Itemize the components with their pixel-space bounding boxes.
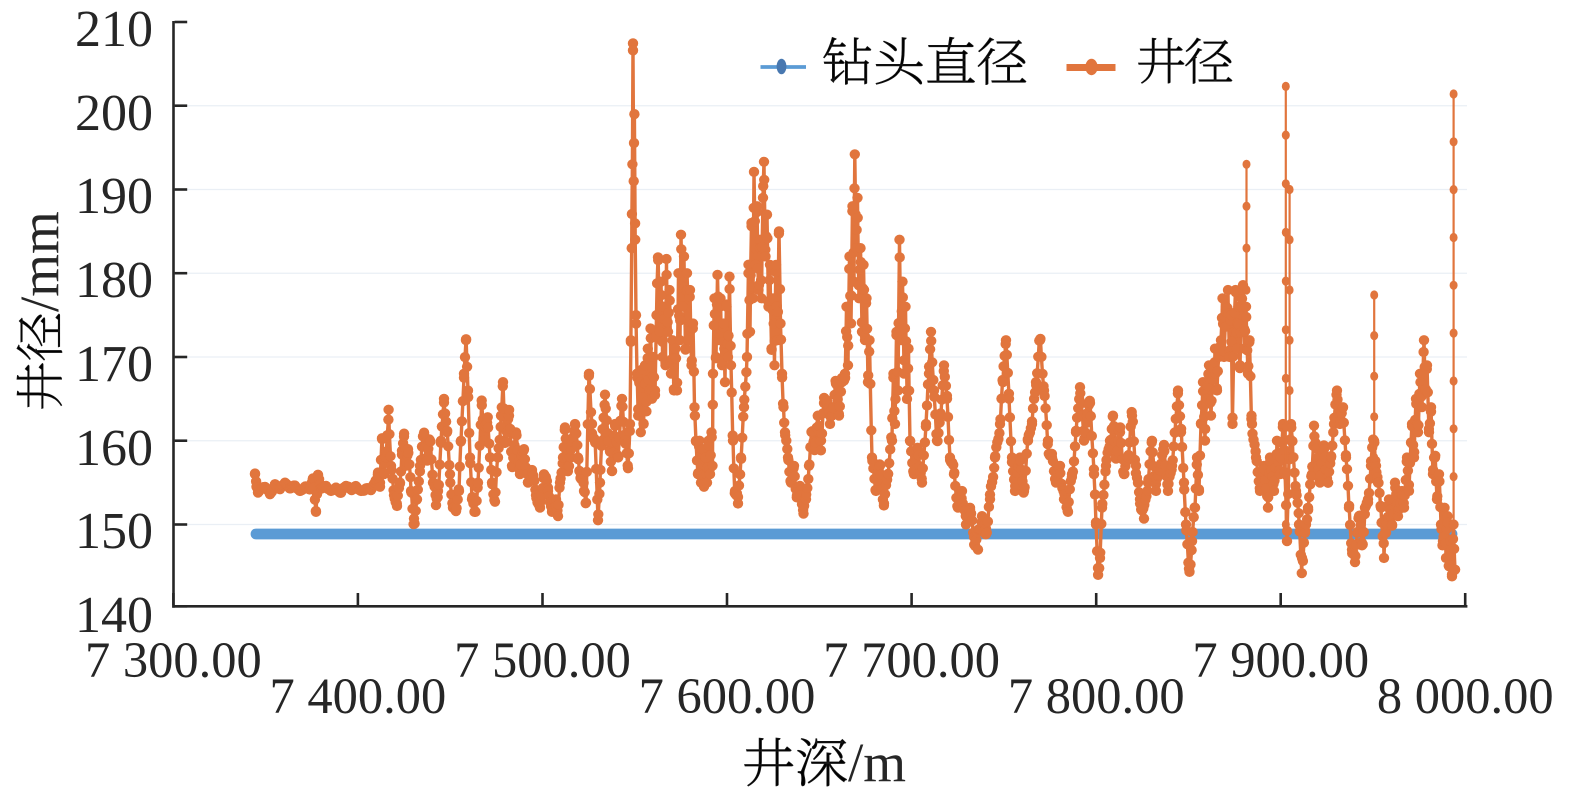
svg-text:190: 190 xyxy=(75,168,153,225)
svg-text:170: 170 xyxy=(75,336,153,393)
svg-text:200: 200 xyxy=(75,85,153,142)
svg-text:7 600.00: 7 600.00 xyxy=(639,668,816,724)
svg-text:180: 180 xyxy=(75,252,153,309)
svg-text:7 900.00: 7 900.00 xyxy=(1192,632,1369,688)
svg-text:/mm: /mm xyxy=(9,211,70,312)
svg-text:140: 140 xyxy=(75,587,153,644)
svg-text:7 400.00: 7 400.00 xyxy=(270,668,447,724)
svg-text:210: 210 xyxy=(75,1,153,58)
svg-text:8 000.00: 8 000.00 xyxy=(1377,668,1554,724)
svg-text:7 500.00: 7 500.00 xyxy=(454,632,631,688)
svg-text:/m: /m xyxy=(848,732,906,793)
svg-text:160: 160 xyxy=(75,420,153,477)
svg-text:7 700.00: 7 700.00 xyxy=(823,632,1000,688)
svg-text:7 300.00: 7 300.00 xyxy=(85,632,262,688)
svg-text:150: 150 xyxy=(75,503,153,560)
svg-text:7 800.00: 7 800.00 xyxy=(1008,668,1185,724)
